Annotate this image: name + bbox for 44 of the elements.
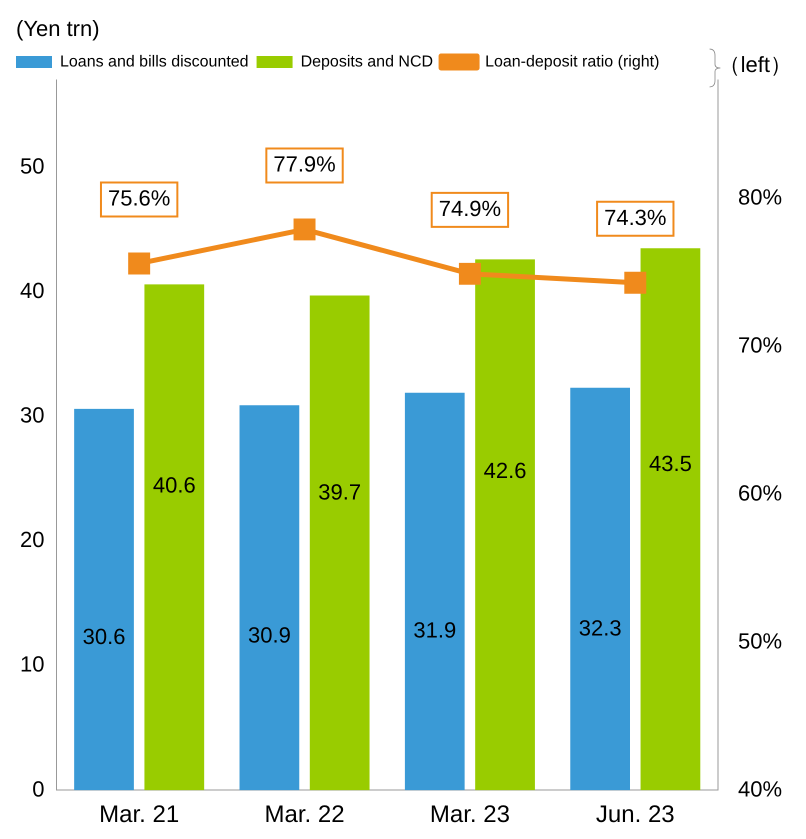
data-label: 30.6 xyxy=(82,624,126,649)
y-tick-label: 0 xyxy=(32,776,44,802)
y-axis-title: (Yen trn) xyxy=(16,16,100,42)
y2-tick-label: 70% xyxy=(738,332,782,358)
x-tick-label: Jun. 23 xyxy=(596,801,675,828)
y2-tick-label: 50% xyxy=(738,628,782,654)
legend-label: Loan-deposit ratio (right) xyxy=(485,53,660,70)
bar xyxy=(404,392,465,790)
data-label: 74.3% xyxy=(604,204,666,230)
point xyxy=(458,262,481,285)
y-tick-label: 10 xyxy=(20,652,44,677)
bar xyxy=(240,405,300,790)
x-tick-label: Mar. 21 xyxy=(99,801,180,828)
y2-tick-label: 80% xyxy=(738,184,782,210)
data-label: 31.9 xyxy=(413,617,456,642)
y-tick-label: 40 xyxy=(20,278,44,303)
data-label: 75.6% xyxy=(108,186,170,211)
bar xyxy=(310,296,370,790)
data-label: 74.9% xyxy=(438,196,502,221)
data-label: 42.6 xyxy=(484,458,526,483)
data-label: 32.3 xyxy=(578,615,622,640)
y-tick-label: 20 xyxy=(20,527,44,552)
data-label: 43.5 xyxy=(649,451,692,476)
bar xyxy=(74,408,134,790)
bar xyxy=(144,284,204,790)
x-tick-label: Mar. 22 xyxy=(264,801,345,828)
data-label: 30.9 xyxy=(248,622,291,648)
bar xyxy=(475,259,535,790)
point xyxy=(294,218,316,240)
bar xyxy=(570,388,630,790)
bar xyxy=(640,248,700,790)
point xyxy=(624,272,646,294)
legend-label: Deposits and NCD xyxy=(300,53,434,70)
y2-tick-label: 40% xyxy=(738,776,782,802)
legend-label: Loans and bills discounted xyxy=(60,53,249,70)
point xyxy=(128,252,150,274)
y2-tick-label: 60% xyxy=(738,480,782,506)
x-tick-label: Mar. 23 xyxy=(430,801,510,828)
y-tick-label: 50 xyxy=(20,153,44,178)
text: （left） xyxy=(718,52,792,78)
data-label: 77.9% xyxy=(273,152,336,176)
data-label: 39.7 xyxy=(318,479,362,504)
data-label: 40.6 xyxy=(152,472,196,498)
y-tick-label: 30 xyxy=(20,402,44,428)
